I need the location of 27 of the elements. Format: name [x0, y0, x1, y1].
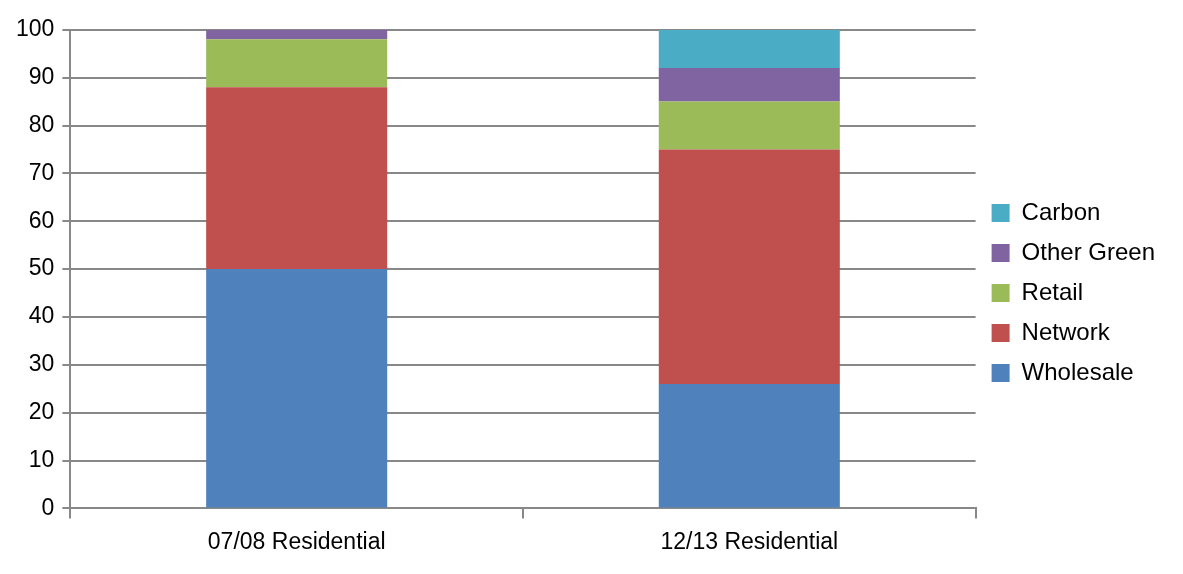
legend-label: Other Green	[1021, 237, 1156, 265]
y-tick-label: 100	[16, 15, 55, 42]
y-tick-label: 60	[28, 206, 55, 233]
legend-label: Carbon	[1021, 197, 1101, 225]
x-tick-label: 12/13 Residential	[660, 527, 839, 554]
bar	[206, 29, 388, 40]
bar	[658, 29, 840, 69]
bar	[206, 269, 388, 508]
x-tick-label: 07/08 Residential	[207, 527, 386, 554]
y-tick-label: 90	[28, 63, 55, 89]
bar	[658, 149, 840, 384]
bar	[658, 101, 840, 150]
bar	[206, 87, 388, 270]
y-tick-label: 70	[28, 158, 55, 185]
legend-label: Wholesale	[1021, 357, 1134, 385]
bar	[206, 39, 388, 88]
y-tick-label: 0	[41, 493, 55, 520]
y-tick-label: 80	[28, 110, 55, 137]
y-tick-label: 20	[28, 398, 55, 425]
y-tick-label: 30	[28, 350, 55, 377]
y-tick-label: 40	[28, 302, 55, 329]
bar	[658, 68, 840, 102]
y-tick-label: 10	[28, 445, 55, 472]
legend-label: Retail	[1021, 277, 1083, 305]
bar	[658, 383, 840, 508]
y-tick-label: 50	[28, 254, 55, 281]
legend-label: Network	[1021, 317, 1111, 345]
